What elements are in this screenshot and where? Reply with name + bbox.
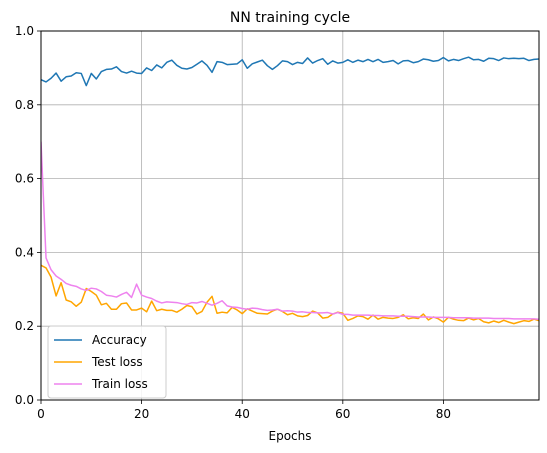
- y-tick-label: 0.6: [15, 172, 34, 186]
- series-line-train-loss: [41, 141, 539, 320]
- series-layer: [41, 56, 539, 325]
- legend: Accuracy Test loss Train loss: [47, 325, 167, 399]
- chart-title: NN training cycle: [230, 10, 350, 26]
- legend-label: Accuracy: [92, 333, 147, 347]
- x-tick-label: 80: [436, 407, 451, 421]
- x-tick-label: 40: [235, 407, 250, 421]
- y-tick-label: 0.0: [15, 393, 34, 407]
- legend-label: Train loss: [91, 377, 148, 391]
- x-tick-label: 60: [335, 407, 350, 421]
- plot-frame: [40, 30, 540, 401]
- x-axis-label: Epochs: [269, 429, 312, 443]
- y-tick-label: 1.0: [15, 24, 34, 38]
- y-tick-label: 0.4: [15, 245, 34, 259]
- legend-box: [47, 325, 167, 399]
- y-tick-label: 0.8: [15, 98, 34, 112]
- x-tick-label: 20: [134, 407, 149, 421]
- series-line-test-loss: [41, 264, 539, 325]
- ticks: 0 20 40 60 80 0.0 0.2 0.4 0.6 0.8 1.0: [15, 24, 451, 421]
- series-line-accuracy: [41, 56, 539, 87]
- x-tick-label: 0: [37, 407, 45, 421]
- legend-label: Test loss: [91, 355, 143, 369]
- y-tick-label: 0.2: [15, 319, 34, 333]
